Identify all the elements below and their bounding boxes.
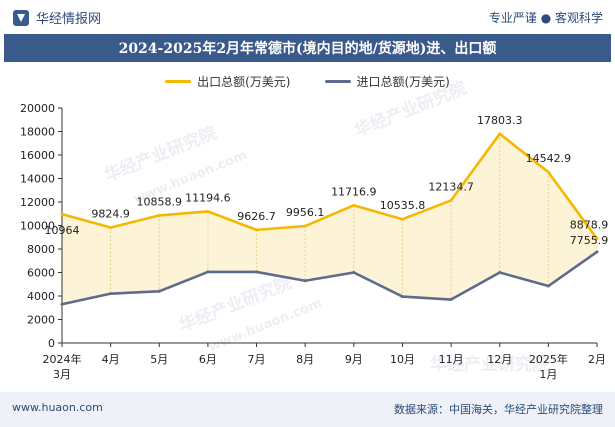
brand-logo-icon — [13, 9, 29, 26]
brand: 华经情报网 — [12, 8, 101, 27]
x-tick-label: 8月 — [296, 353, 314, 366]
legend-swatch-import — [324, 80, 351, 83]
legend: 出口总额(万美元) 进口总额(万美元) — [0, 73, 615, 90]
data-point-export — [449, 198, 453, 202]
top-bar: 华经情报网 专业严谨 ● 客观科学 — [0, 0, 615, 34]
data-point-import — [449, 298, 453, 302]
data-point-export — [60, 212, 64, 216]
data-point-import — [546, 284, 550, 288]
data-label-export: 10535.8 — [380, 199, 426, 212]
data-point-import — [206, 270, 210, 274]
data-label-export: 9956.1 — [286, 206, 325, 219]
legend-item-export: 出口总额(万美元) — [165, 73, 291, 90]
data-point-export — [400, 217, 404, 221]
area-fill — [62, 133, 597, 305]
data-label-export: 11194.6 — [185, 191, 231, 204]
tagline: 专业严谨 ● 客观科学 — [488, 11, 603, 25]
data-point-import — [595, 250, 599, 254]
data-label-import: 7755.9 — [570, 234, 609, 247]
footer: www.huaon.com 数据来源：中国海关，华经产业研究院整理 — [0, 392, 615, 427]
y-tick-label: 8000 — [27, 243, 55, 256]
chart: 0 2000 4000 6000 8000 10000 12000 14000 16000 180… — [20, 102, 609, 381]
x-tick-label: 1月 — [539, 368, 557, 381]
data-point-import — [498, 271, 502, 274]
y-tick-label: 2000 — [27, 314, 55, 327]
data-point-import — [400, 295, 404, 299]
x-tick-label: 6月 — [199, 353, 217, 366]
chart-title: 2024-2025年2月年常德市(境内目的地/货源地)进、出口额 — [4, 34, 611, 62]
x-tick-label: 2025年 — [529, 352, 568, 366]
x-tick-label: 4月 — [102, 353, 120, 366]
footer-source: 数据来源：中国海关，华经产业研究院整理 — [394, 403, 603, 416]
x-tick-label: 11月 — [439, 353, 464, 366]
data-label-export: 8878.9 — [570, 219, 609, 232]
data-point-import — [157, 289, 161, 293]
data-point-export — [498, 132, 502, 136]
data-point-export — [206, 209, 210, 213]
data-label-export: 11716.9 — [331, 185, 377, 198]
y-tick-label: 14000 — [20, 173, 55, 186]
x-tick-label: 9月 — [345, 353, 363, 366]
y-tick-label: 0 — [48, 337, 55, 350]
x-tick-label: 2024年 — [43, 352, 82, 366]
data-point-export — [303, 224, 307, 228]
x-tick-label: 2月 — [588, 353, 606, 366]
y-tick-label: 4000 — [27, 290, 55, 303]
data-point-import — [60, 302, 64, 306]
x-tick-label: 10月 — [390, 353, 415, 366]
footer-site: www.huaon.com — [12, 401, 103, 414]
x-tick-label: 5月 — [150, 353, 168, 366]
y-tick-label: 20000 — [20, 102, 55, 115]
series-line-import — [61, 250, 598, 306]
data-label-export: 9626.7 — [237, 210, 276, 223]
data-label-export: 12134.7 — [428, 180, 474, 193]
series-line-export — [61, 132, 599, 240]
data-point-import — [352, 271, 356, 274]
y-tick-label: 6000 — [27, 267, 55, 280]
data-point-import — [109, 292, 113, 296]
data-point-export — [595, 237, 599, 241]
data-label-export: 9824.9 — [91, 208, 130, 221]
data-point-import — [303, 279, 307, 283]
y-tick-label: 18000 — [20, 126, 55, 139]
data-label-export: 10858.9 — [137, 195, 183, 208]
data-point-export — [352, 203, 356, 207]
x-tick-label: 3月 — [53, 368, 71, 381]
data-label-export: 10964 — [45, 224, 80, 237]
data-label-export: 14542.9 — [526, 152, 572, 165]
legend-swatch-export — [165, 80, 192, 83]
brand-name: 华经情报网 — [36, 12, 102, 27]
data-point-export — [157, 213, 161, 217]
x-tick-label: 12月 — [487, 353, 512, 366]
legend-label-export: 出口总额(万美元) — [197, 75, 291, 89]
data-point-import — [255, 270, 259, 274]
data-point-export — [546, 170, 550, 174]
data-point-export — [255, 228, 259, 232]
y-tick-label: 12000 — [20, 196, 55, 209]
data-label-export: 17803.3 — [477, 114, 523, 127]
x-tick-label: 7月 — [248, 353, 266, 366]
y-tick-label: 16000 — [20, 149, 55, 162]
y-tick-label: 10000 — [20, 220, 55, 233]
data-point-export — [109, 226, 113, 230]
legend-item-import: 进口总额(万美元) — [324, 73, 450, 90]
legend-label-import: 进口总额(万美元) — [356, 75, 450, 89]
